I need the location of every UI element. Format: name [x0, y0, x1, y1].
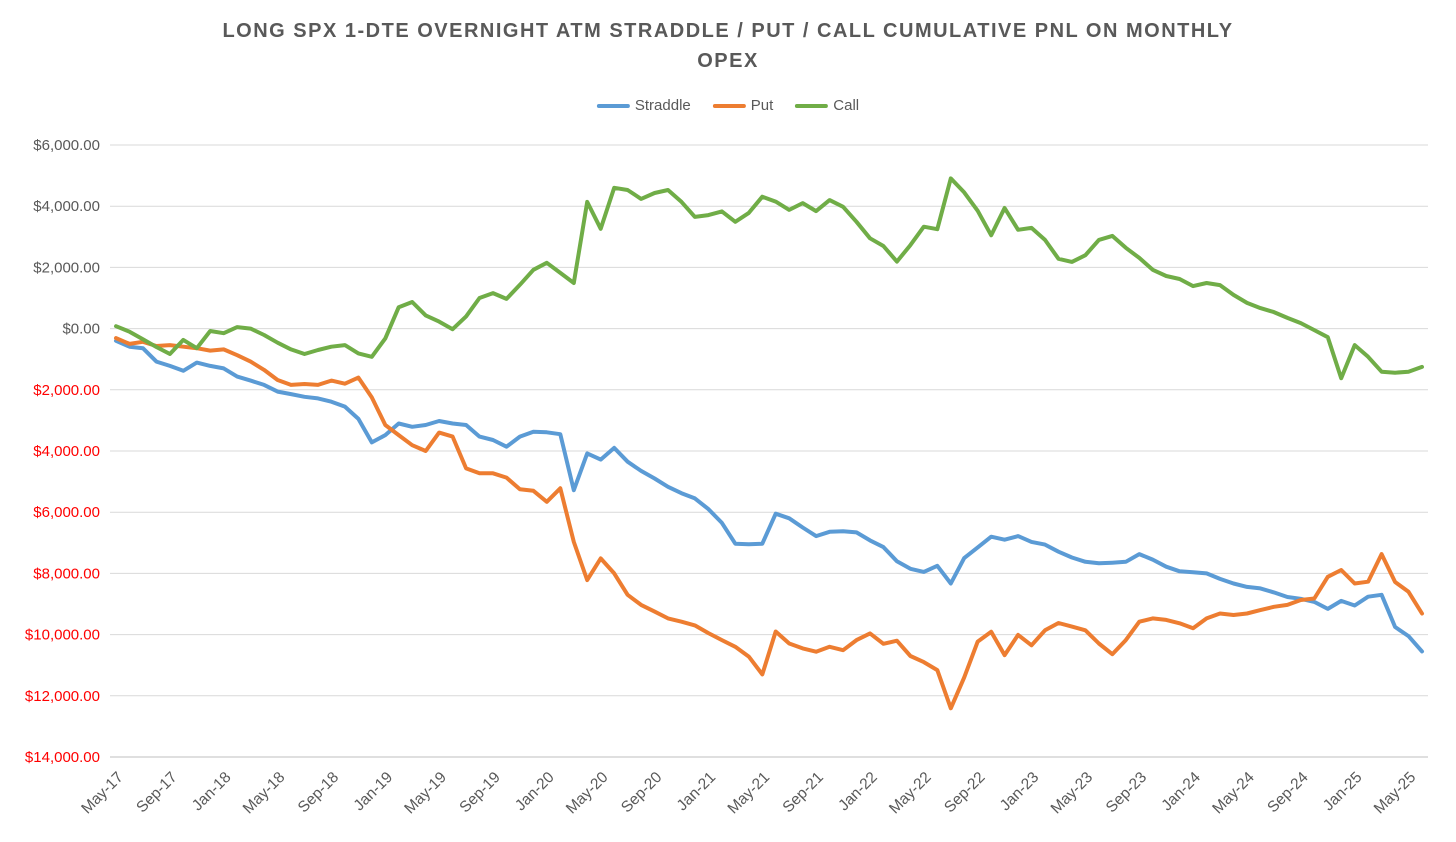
legend-item-straddle: Straddle: [596, 97, 691, 114]
x-axis-tick-label: May-23: [1048, 769, 1097, 818]
legend: Straddle Put Call: [596, 97, 859, 114]
y-axis-tick-label: $4,000.00: [33, 443, 100, 460]
y-axis-tick-label: $10,000.00: [25, 627, 100, 644]
y-axis-tick-label: $14,000.00: [25, 749, 100, 766]
y-axis-tick-label: $2,000.00: [33, 259, 100, 276]
legend-label-call: Call: [833, 97, 860, 114]
put-series-line: [114, 336, 1424, 711]
x-axis-tick-label: Sep-23: [1103, 769, 1150, 816]
legend-item-call: Call: [795, 97, 859, 114]
gridlines: [110, 144, 1428, 758]
x-axis-tick-label: May-18: [240, 769, 289, 818]
x-axis-tick-label: Sep-17: [133, 769, 180, 816]
chart-title-line-1: LONG SPX 1-DTE OVERNIGHT ATM STRADDLE / …: [222, 20, 1234, 42]
x-axis-tick-label: Sep-20: [618, 769, 666, 817]
y-axis-tick-label: $6,000.00: [33, 504, 100, 521]
x-axis-tick-label: May-20: [563, 769, 612, 818]
y-axis-tick-label: $2,000.00: [33, 382, 100, 399]
straddle-series-line: [114, 338, 1424, 654]
legend-item-put: Put: [712, 97, 774, 114]
x-axis-labels: May-17 Sep-17 Jan-18 May-18 Sep-18 Jan-19 May-…: [78, 769, 1419, 818]
y-axis-tick-label: $0.00: [62, 321, 100, 338]
call-series-line: [114, 176, 1424, 381]
legend-label-put: Put: [750, 97, 774, 114]
y-axis-labels: $6,000.00 $4,000.00 $2,000.00 $0.00 $2,000.0…: [25, 137, 100, 766]
x-axis-tick-label: Jan-22: [835, 769, 881, 815]
x-axis-tick-label: Jan-23: [997, 769, 1043, 815]
x-axis-tick-label: May-21: [725, 769, 774, 818]
x-axis-tick-label: Jan-24: [1158, 769, 1204, 815]
y-axis-tick-label: $4,000.00: [33, 198, 100, 215]
call-line-swatch-icon: [795, 103, 829, 108]
x-axis-tick-label: Jan-18: [189, 769, 235, 815]
y-axis-tick-label: $8,000.00: [33, 565, 100, 582]
straddle-line-swatch-icon: [596, 103, 630, 108]
x-axis-tick-label: May-25: [1371, 769, 1420, 818]
x-axis-tick-label: May-17: [78, 769, 127, 818]
x-axis-tick-label: Jan-20: [512, 769, 558, 815]
x-axis-tick-label: Jan-25: [1320, 769, 1366, 815]
x-axis-tick-label: Sep-24: [1264, 769, 1312, 817]
x-axis-tick-label: Sep-19: [456, 769, 503, 816]
legend-label-straddle: Straddle: [634, 97, 691, 114]
x-axis-tick-label: May-19: [401, 769, 450, 818]
x-axis-tick-label: Sep-22: [941, 769, 988, 816]
x-axis-tick-label: May-22: [886, 769, 935, 818]
x-axis-tick-label: Jan-21: [674, 769, 720, 815]
x-axis-tick-label: May-24: [1209, 769, 1258, 818]
x-axis-tick-label: Jan-19: [351, 769, 397, 815]
chart-title-line-2: OPEX: [697, 50, 759, 72]
y-axis-tick-label: $6,000.00: [33, 137, 100, 154]
y-axis-tick-label: $12,000.00: [25, 688, 100, 705]
x-axis-tick-label: Sep-21: [780, 769, 827, 816]
x-axis-tick-label: Sep-18: [295, 769, 342, 816]
put-line-swatch-icon: [712, 103, 746, 108]
chart-title: LONG SPX 1-DTE OVERNIGHT ATM STRADDLE / …: [138, 16, 1318, 76]
